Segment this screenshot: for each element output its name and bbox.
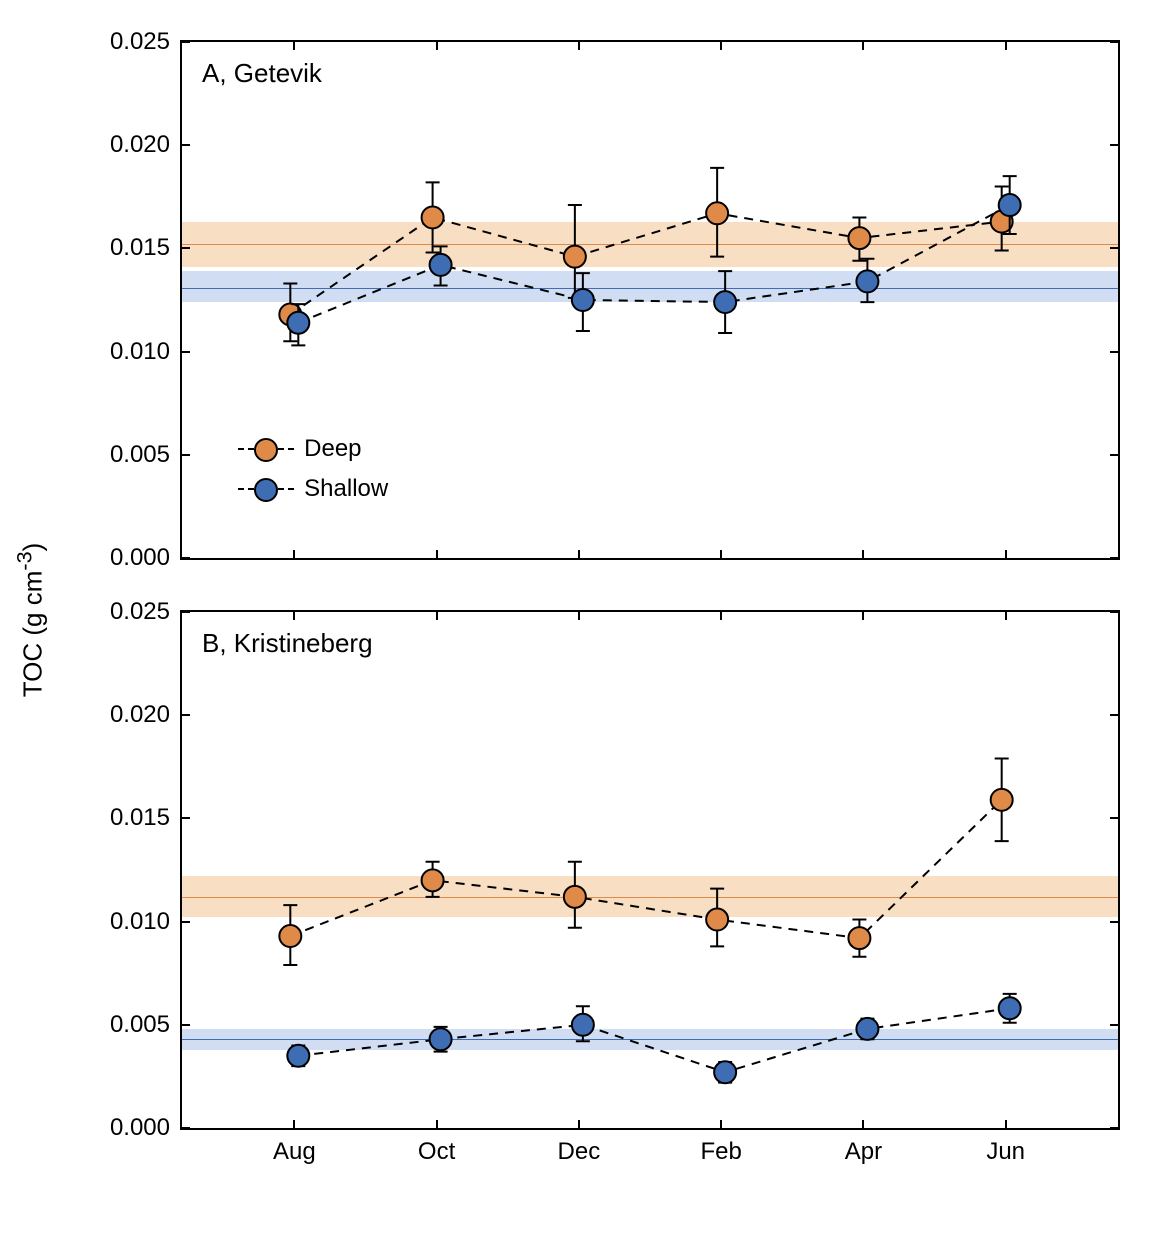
xtick-label: Dec	[558, 1128, 601, 1166]
xtick-label: Feb	[700, 1128, 741, 1166]
legend-label: Shallow	[304, 475, 388, 503]
deep-line	[290, 213, 1001, 314]
panel-b: B, Kristineberg0.0000.0050.0100.0150.020…	[180, 610, 1120, 1130]
shallow-point	[856, 259, 878, 302]
ytick-label: 0.015	[110, 804, 182, 832]
legend-item: Shallow	[238, 469, 388, 509]
ytick-label: 0.010	[110, 338, 182, 366]
xtick-label: Aug	[273, 1128, 316, 1166]
legend-item: Deep	[238, 429, 388, 469]
ytick-label: 0.005	[110, 1011, 182, 1039]
shallow-line	[298, 1008, 1009, 1072]
deep-point	[991, 759, 1013, 842]
legend-line-icon	[238, 448, 294, 450]
legend-marker-icon	[254, 478, 278, 502]
ytick-label: 0.005	[110, 441, 182, 469]
deep-point	[706, 168, 728, 257]
shallow-point	[714, 271, 736, 333]
xtick-label: Jun	[986, 1128, 1025, 1166]
legend-line-icon	[238, 488, 294, 490]
shallow-point	[856, 1018, 878, 1040]
shallow-point	[430, 1027, 452, 1052]
deep-point	[564, 862, 586, 928]
xtick-label: Oct	[418, 1128, 455, 1166]
deep-point	[422, 862, 444, 897]
legend: Deep Shallow	[238, 429, 388, 509]
ytick-label: 0.000	[110, 544, 182, 572]
legend-marker-icon	[254, 438, 278, 462]
deep-point	[848, 217, 870, 260]
deep-point	[422, 182, 444, 252]
legend-label: Deep	[304, 435, 361, 463]
ytick-label: 0.015	[110, 234, 182, 262]
figure: TOC (g cm-3) A, Getevik0.0000.0050.0100.…	[20, 20, 1154, 1219]
shallow-point	[287, 1045, 309, 1067]
shallow-point	[572, 1006, 594, 1041]
shallow-point	[714, 1061, 736, 1083]
deep-line	[290, 800, 1001, 938]
shallow-line	[298, 205, 1009, 323]
ytick-label: 0.000	[110, 1114, 182, 1142]
xtick-label: Apr	[845, 1128, 882, 1166]
panel-a: A, Getevik0.0000.0050.0100.0150.0200.025…	[180, 40, 1120, 560]
deep-point	[848, 920, 870, 957]
shallow-point	[999, 994, 1021, 1023]
ytick-label: 0.025	[110, 28, 182, 56]
deep-point	[279, 905, 301, 965]
ytick-label: 0.025	[110, 598, 182, 626]
plot-area	[182, 612, 1118, 1128]
ytick-label: 0.020	[110, 131, 182, 159]
deep-point	[706, 889, 728, 947]
ytick-label: 0.010	[110, 908, 182, 936]
ytick-label: 0.020	[110, 701, 182, 729]
y-axis-label: TOC (g cm-3)	[12, 542, 49, 697]
